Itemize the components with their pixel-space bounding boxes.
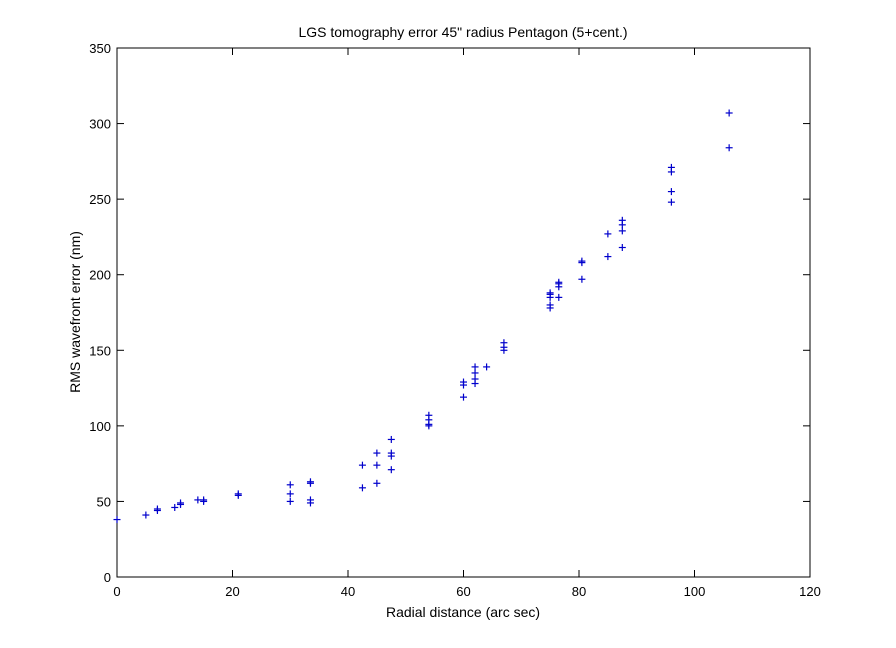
y-tick-label: 250 [89, 192, 111, 207]
y-tick-label: 200 [89, 268, 111, 283]
data-point [358, 461, 366, 469]
y-tick-label: 0 [104, 570, 111, 585]
x-tick-label: 40 [341, 584, 355, 599]
axis-ticks [116, 47, 811, 578]
y-tick-label: 150 [89, 343, 111, 358]
y-axis-label: RMS wavefront error (nm) [67, 231, 83, 393]
x-tick-label: 100 [684, 584, 706, 599]
data-point [555, 278, 563, 286]
data-point [425, 411, 433, 419]
axis-tick-labels: 0 20 40 60 80 100 120 0 50 100 150 200 250 300 350 [89, 41, 821, 599]
data-point [286, 481, 294, 489]
data-point [200, 496, 208, 504]
data-point [618, 227, 626, 235]
data-point [667, 198, 675, 206]
x-tick-label: 20 [225, 584, 239, 599]
data-point [618, 244, 626, 252]
data-point [578, 257, 586, 265]
data-point [546, 289, 554, 297]
data-point [306, 478, 314, 486]
chart-title: LGS tomography error 45" radius Pentagon… [298, 24, 627, 40]
y-tick-label: 300 [89, 117, 111, 132]
data-point [171, 503, 179, 511]
data-point [667, 163, 675, 171]
data-point [373, 461, 381, 469]
y-tick-label: 350 [89, 41, 111, 56]
data-point [286, 497, 294, 505]
data-point [373, 479, 381, 487]
x-tick-label: 60 [456, 584, 470, 599]
data-point [358, 484, 366, 492]
plot-area [116, 47, 811, 578]
data-point [387, 435, 395, 443]
x-tick-label: 120 [799, 584, 821, 599]
data-point [604, 230, 612, 238]
data-point [604, 253, 612, 261]
data-point [460, 393, 467, 401]
data-point [725, 144, 733, 152]
data-point [142, 511, 150, 519]
data-point [725, 109, 733, 117]
data-point [618, 216, 626, 224]
data-point [471, 363, 479, 371]
data-point [546, 301, 554, 309]
data-point [234, 490, 242, 498]
data-point [177, 499, 185, 507]
data-point [578, 275, 586, 283]
data-point [471, 375, 479, 383]
x-axis-label: Radial distance (arc sec) [386, 604, 540, 620]
data-point [387, 449, 395, 457]
data-point [113, 516, 121, 524]
y-tick-label: 100 [89, 419, 111, 434]
data-point [483, 363, 491, 371]
data-point [286, 490, 294, 498]
data-point [387, 466, 395, 474]
data-point [460, 378, 467, 386]
data-point [471, 369, 479, 377]
data-point [500, 339, 508, 347]
y-tick-label: 50 [97, 494, 111, 509]
x-tick-label: 80 [572, 584, 586, 599]
data-point [667, 188, 675, 196]
data-point [555, 293, 563, 301]
data-point [306, 496, 314, 504]
x-tick-label: 0 [113, 584, 120, 599]
data-points [113, 109, 733, 524]
data-point [373, 449, 381, 457]
data-point [153, 505, 161, 513]
